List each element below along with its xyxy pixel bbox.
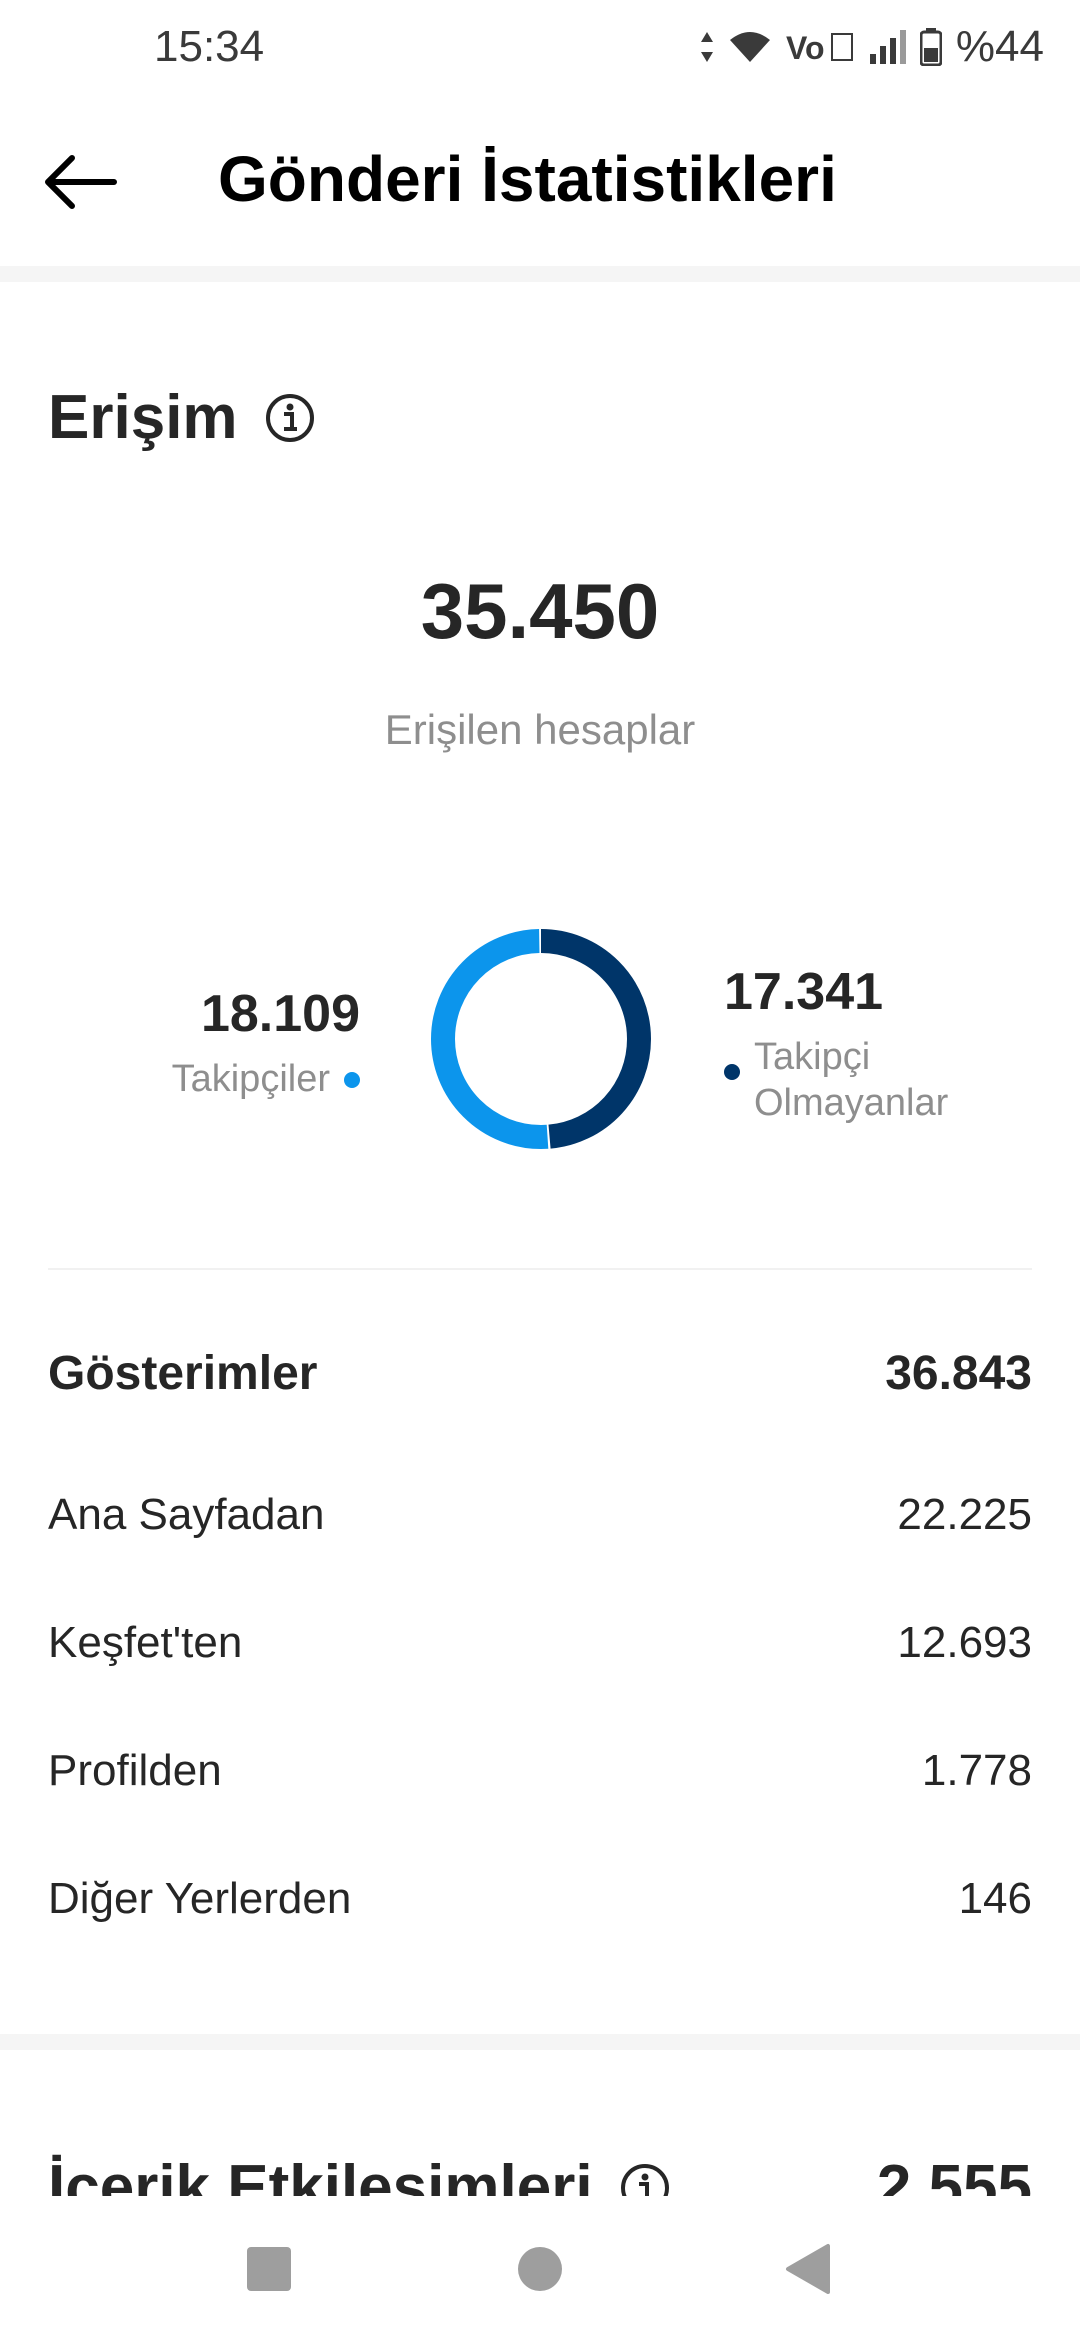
content-interactions-title-text: İçerik Etkileşimleri	[48, 2153, 593, 2196]
signal-icon	[869, 30, 906, 64]
row-value: 1.778	[921, 1746, 1032, 1795]
followers-value: 18.109	[200, 985, 360, 1043]
row-label: Profilden	[48, 1746, 222, 1795]
followers-stat: 18.109 Takipçiler	[172, 984, 360, 1101]
back-button[interactable]	[40, 152, 130, 222]
impressions-row-other: Diğer Yerlerden 146	[48, 1874, 1032, 1924]
info-icon[interactable]	[619, 2162, 671, 2197]
impressions-header: Gösterimler 36.843	[48, 1346, 1032, 1401]
impressions-row-home: Ana Sayfadan 22.225	[48, 1490, 1032, 1540]
data-arrows-icon	[700, 32, 713, 62]
followers-legend: Takipçiler	[172, 1058, 360, 1101]
arrow-left-icon	[45, 155, 117, 209]
row-value: 22.225	[897, 1490, 1032, 1539]
content-interactions-value: 2.555	[876, 2153, 1032, 2196]
wifi-icon	[729, 32, 770, 62]
page-title: Gönderi İstatistikleri	[218, 143, 837, 215]
impressions-row-explore: Keşfet'ten 12.693	[48, 1618, 1032, 1668]
reach-section-title: Erişim	[48, 382, 316, 453]
triangle-back-icon[interactable]	[772, 2234, 842, 2304]
row-label: Diğer Yerlerden	[48, 1874, 352, 1923]
non-followers-legend: Takipçi Olmayanlar	[724, 1034, 948, 1126]
reach-label: Erişilen hesaplar	[384, 706, 696, 753]
content-interactions-title: İçerik Etkileşimleri	[48, 2152, 671, 2196]
impressions-row-profile: Profilden 1.778	[48, 1746, 1032, 1796]
reach-title-text: Erişim	[48, 383, 238, 452]
info-icon[interactable]	[264, 392, 316, 444]
svg-text:Vo: Vo	[786, 30, 825, 64]
circle-icon[interactable]	[505, 2234, 575, 2304]
status-time: 15:34	[154, 22, 265, 71]
donut-segment-non-followers	[431, 929, 651, 1149]
non-followers-label-line1: Takipçi	[754, 1036, 871, 1078]
impressions-title: Gösterimler	[48, 1347, 318, 1400]
divider-line	[48, 1268, 1032, 1270]
non-followers-label-line2: Olmayanlar	[754, 1082, 949, 1124]
section-divider	[0, 2034, 1080, 2050]
non-followers-value: 17.341	[724, 963, 884, 1021]
donut-segment-followers	[431, 929, 651, 1149]
non-followers-legend-dot	[724, 1064, 740, 1080]
reach-value: 35.450	[420, 567, 660, 655]
row-value: 12.693	[897, 1618, 1032, 1667]
app-header: Gönderi İstatistikleri	[0, 100, 1080, 268]
followers-legend-dot	[344, 1071, 360, 1088]
system-nav-bar	[0, 2196, 1080, 2340]
section-divider	[0, 266, 1080, 282]
status-bar: 15:34 Vo %44	[0, 0, 1080, 100]
row-value: 146	[958, 1874, 1032, 1923]
battery-percentage: %44	[955, 22, 1044, 71]
followers-label: Takipçiler	[171, 1058, 330, 1100]
impressions-value: 36.843	[885, 1347, 1032, 1400]
non-followers-label: Takipçi Olmayanlar	[754, 1034, 948, 1126]
status-icons: Vo %44	[700, 22, 1044, 72]
reach-donut-chart	[431, 929, 651, 1149]
row-label: Keşfet'ten	[48, 1618, 243, 1667]
non-followers-stat: 17.341 Takipçi Olmayanlar	[724, 962, 948, 1126]
row-label: Ana Sayfadan	[48, 1490, 325, 1539]
battery-icon	[919, 28, 942, 66]
content-interactions-section: İçerik Etkileşimleri 2.555	[0, 2050, 1080, 2196]
volte-icon: Vo	[786, 30, 853, 64]
square-icon[interactable]	[234, 2234, 304, 2304]
